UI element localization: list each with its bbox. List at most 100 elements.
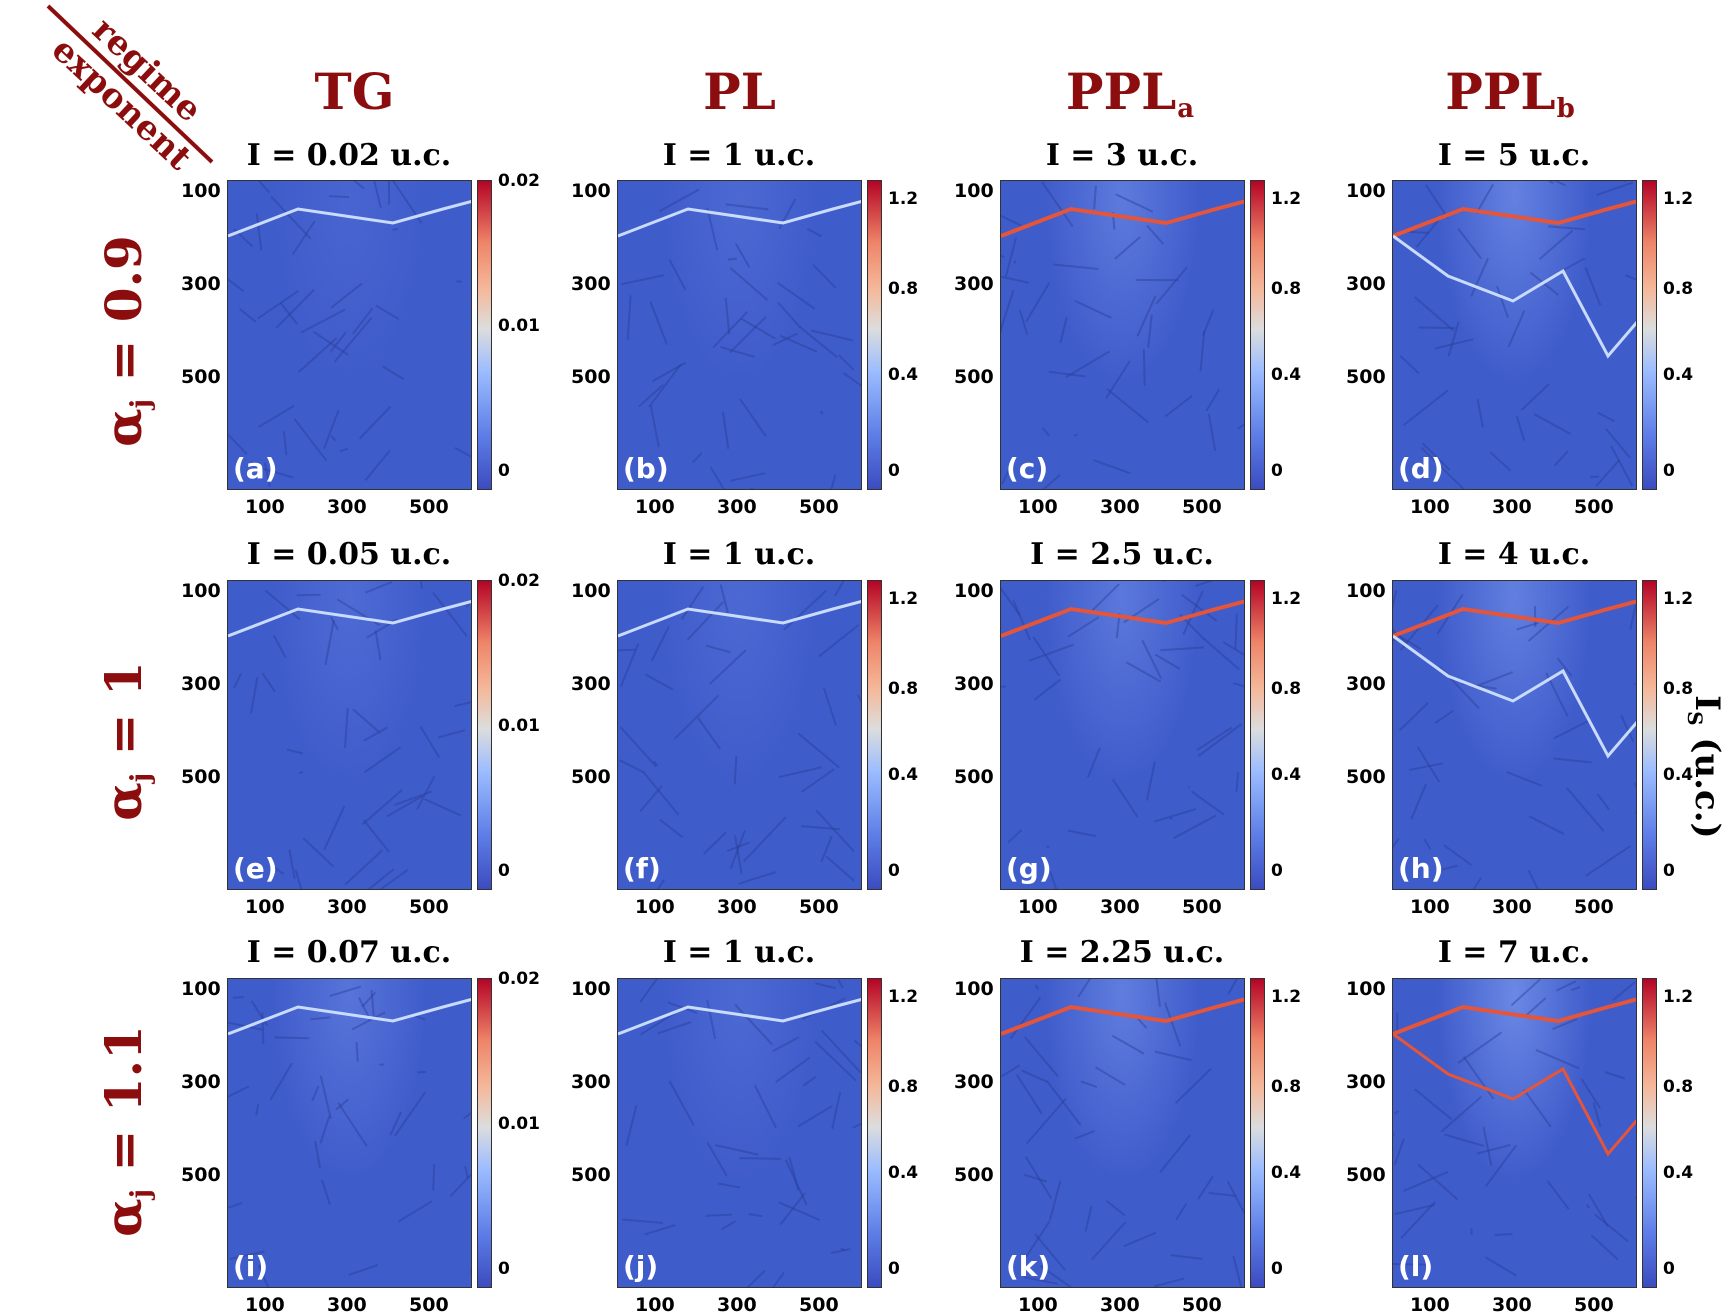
colorbar-tick-label: 1.2 [1663,987,1693,1007]
network-segment [258,291,299,319]
network-segment [807,229,821,236]
network-segment [1613,982,1635,1000]
heatmap-panel: (e) [227,580,472,890]
y-tick-label: 300 [954,273,994,295]
network-segment [801,769,833,792]
network-segment [345,708,348,748]
colorbar-tick-label: 0.8 [1663,279,1693,299]
network-segment [372,181,381,208]
network-segment [728,259,737,260]
network-segment [1223,642,1245,666]
network-segment [259,406,295,427]
network-segment [1021,1070,1047,1082]
network-segment [1401,1202,1435,1239]
colorbar-tick-label: 0 [498,861,510,881]
network-segment [1233,1256,1243,1288]
network-segment [1192,791,1224,814]
network-segment [1025,1037,1058,1077]
network-segment [815,983,836,988]
network-segment [1626,275,1637,290]
network-segment [752,488,764,490]
network-segment [1008,830,1021,842]
network-segment [1017,1075,1042,1114]
network-segment [710,650,746,684]
colorbar-tick-label: 0 [1663,861,1675,881]
colorbar-tick-label: 0.01 [498,1114,540,1134]
network-segment [706,1215,732,1216]
colorbar-tick-label: 0 [498,461,510,481]
colorbar-tick-label: 0 [1663,1259,1675,1279]
colorbar-tick-label: 0.4 [1663,365,1693,385]
network-segment [1630,601,1636,629]
column-heading-pplb: PPLb [1360,62,1660,124]
colorbar-tick-label: 0.8 [888,279,918,299]
network-segment [1106,361,1130,398]
network-segment [739,872,776,884]
x-tick-label: 100 [245,1294,285,1316]
crack-network [228,181,472,490]
x-tick-label: 500 [409,1294,449,1316]
network-segment [622,1220,663,1223]
network-segment [357,1042,358,1062]
heatmap-panel: (l) [1392,978,1637,1288]
y-tick-label: 500 [954,366,994,388]
panel-title: I = 5 u.c. [1354,138,1674,173]
network-segment [1089,584,1119,614]
network-segment [1490,452,1510,471]
network-segment [1228,979,1239,995]
network-segment [1107,389,1148,423]
network-segment [1092,1222,1126,1259]
network-segment [1483,1127,1491,1166]
network-segment [675,695,719,739]
network-segment [824,688,836,725]
crack-network [228,979,472,1288]
network-segment [399,1201,432,1221]
y-tick-label: 100 [571,180,611,202]
network-segment [1235,614,1236,650]
x-tick-label: 100 [1410,496,1450,518]
x-tick-label: 300 [1492,1294,1532,1316]
panel-label: (a) [233,452,278,485]
network-segment [324,410,339,449]
network-segment [1047,846,1049,847]
network-segment [1587,1204,1590,1208]
crack-network [618,581,862,890]
colorbar-tick-label: 0.4 [1271,765,1301,785]
colorbar-tick-label: 0.01 [498,316,540,336]
network-segment [438,730,465,737]
y-tick-label: 300 [954,673,994,695]
network-segment [1006,238,1016,277]
y-tick-label: 500 [1346,1164,1386,1186]
network-segment [1176,1203,1186,1219]
network-segment [1409,232,1429,233]
colorbar-tick-label: 0 [888,861,900,881]
network-segment [1441,1097,1481,1132]
y-tick-label: 300 [1346,273,1386,295]
network-segment [854,1041,862,1047]
network-segment [393,229,398,230]
network-segment [299,338,337,372]
y-tick-label: 300 [571,1071,611,1093]
y-tick-label: 100 [954,180,994,202]
network-segment [1510,181,1553,183]
row-heading-1: αj = 1 [94,576,156,906]
y-tick-label: 100 [954,580,994,602]
network-segment [853,1115,862,1127]
x-tick-label: 500 [409,496,449,518]
network-segment [395,791,432,805]
network-segment [310,1017,330,1019]
network-segment [340,449,348,452]
network-segment [1115,237,1140,259]
x-tick-label: 300 [327,896,367,918]
network-segment [1511,979,1540,1005]
network-segment [228,415,247,454]
y-tick-label: 300 [181,673,221,695]
network-segment [1001,210,1021,225]
network-segment [1635,1185,1637,1198]
network-segment [698,717,721,749]
heatmap-panel: (b) [617,180,862,490]
network-segment [776,1058,810,1083]
x-tick-label: 500 [1574,496,1614,518]
network-segment [321,1076,331,1119]
x-tick-label: 100 [635,896,675,918]
